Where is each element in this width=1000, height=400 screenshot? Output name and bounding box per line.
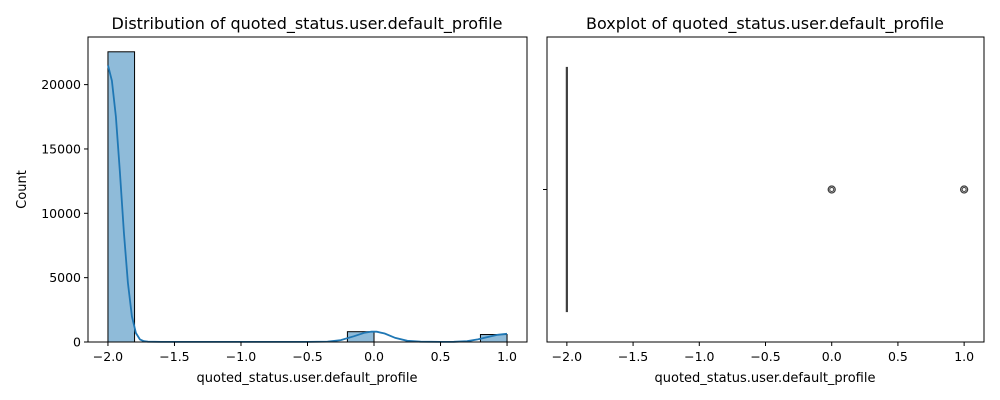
x-tick-label: 0.5 — [431, 349, 451, 364]
boxplot-panel: Boxplot of quoted_status.user.default_pr… — [543, 14, 985, 386]
histogram-y-ticks: 0 5000 10000 15000 20000 — [41, 77, 88, 350]
histogram-plot-frame — [87, 36, 528, 343]
boxplot-x-ticks: −2.0 −1.5 −1.0 −0.5 0.0 0.5 1.0 — [552, 342, 974, 364]
y-tick-label: 10000 — [41, 206, 81, 221]
x-tick-label: −2.0 — [552, 349, 582, 364]
x-tick-label: −1.5 — [618, 349, 648, 364]
histogram-panel: Distribution of quoted_status.user.defau… — [15, 14, 528, 386]
x-tick-label: 1.0 — [954, 349, 974, 364]
boxplot-outlier-inner — [829, 187, 835, 192]
boxplot-box — [565, 66, 568, 313]
x-tick-label: −1.0 — [684, 349, 714, 364]
x-tick-label: −1.0 — [226, 349, 256, 364]
histogram-x-axis-label: quoted_status.user.default_profile — [197, 371, 418, 386]
x-tick-label: 0.0 — [822, 349, 842, 364]
x-tick-label: 0.0 — [364, 349, 384, 364]
histogram-title: Distribution of quoted_status.user.defau… — [112, 14, 503, 34]
x-tick-label: 1.0 — [497, 349, 517, 364]
x-tick-label: −2.0 — [93, 349, 123, 364]
x-tick-label: −0.5 — [292, 349, 322, 364]
histogram-y-axis-label: Count — [15, 170, 30, 209]
y-tick-label: 20000 — [41, 77, 81, 92]
y-tick-label: 0 — [73, 335, 81, 350]
kde-curve — [107, 65, 508, 343]
boxplot-plot-frame — [546, 36, 985, 343]
boxplot-outlier — [959, 185, 969, 194]
boxplot-outlier-inner — [961, 187, 967, 192]
x-tick-label: 0.5 — [888, 349, 908, 364]
boxplot-title: Boxplot of quoted_status.user.default_pr… — [586, 14, 944, 34]
y-tick-label: 5000 — [49, 270, 81, 285]
x-tick-label: −1.5 — [159, 349, 189, 364]
boxplot-outliers — [827, 185, 969, 194]
histogram-x-ticks: −2.0 −1.5 −1.0 −0.5 0.0 0.5 1.0 — [93, 342, 517, 364]
histogram-bars — [107, 51, 508, 343]
boxplot-outlier — [827, 185, 836, 194]
boxplot-x-axis-label: quoted_status.user.default_profile — [655, 371, 876, 386]
x-tick-label: −0.5 — [750, 349, 780, 364]
y-tick-label: 15000 — [41, 141, 81, 156]
